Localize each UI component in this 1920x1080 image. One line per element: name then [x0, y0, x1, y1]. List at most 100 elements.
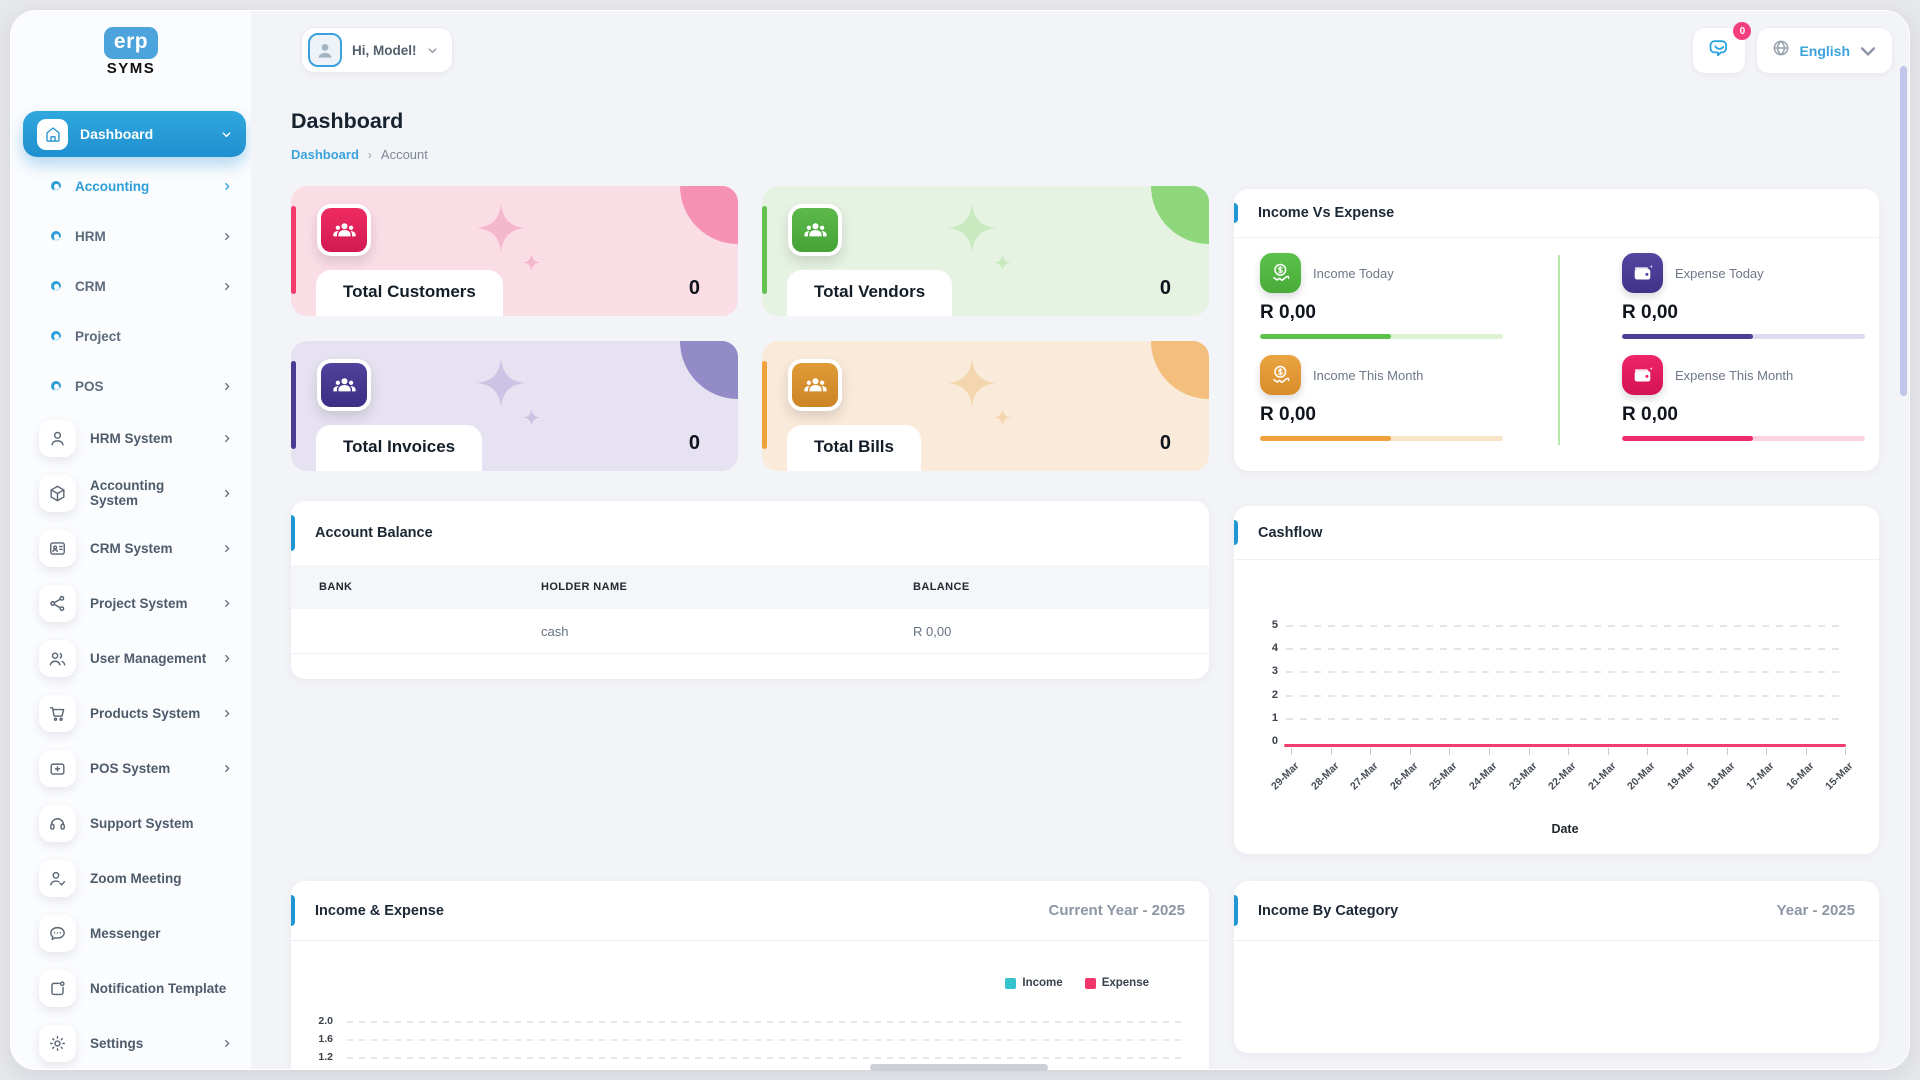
sparkle-icon: [948, 204, 996, 257]
progress-bar-fill: [1260, 436, 1392, 441]
sidebar-item-label: Project System: [90, 595, 188, 611]
stat-card-value: 0: [1159, 432, 1171, 454]
user-icon: [39, 419, 76, 457]
panel-header: Account Balance: [291, 501, 1209, 565]
chat-bubble-icon: [1707, 36, 1731, 65]
main-content: Hi, Model! 0 English Dashboard Dashboard…: [251, 11, 1909, 1069]
card-corner-decoration: [680, 341, 738, 399]
ive-item-label: Expense Today: [1675, 265, 1764, 281]
x-axis-tick-label: 17-Mar: [1744, 760, 1777, 793]
pos-icon: [39, 749, 76, 787]
gridline: [347, 1021, 1181, 1023]
axis-tick: [1687, 748, 1688, 755]
sidebar-item-products-system[interactable]: Products System: [23, 691, 246, 735]
notifications-button[interactable]: 0: [1692, 22, 1752, 74]
sidebar: erp SYMS Dashboard Accounting HRM CRM Proje…: [11, 11, 251, 1069]
sidebar-item-project-system[interactable]: Project System: [23, 581, 246, 625]
cashflow-panel: Cashflow 5 4 3 2 1 0 29-Mar 28-Mar 27-Mar 26-Mar 2…: [1234, 506, 1879, 854]
chevron-right-icon: [222, 488, 232, 499]
stat-card-value: 0: [688, 277, 700, 299]
account-balance-table: BANK HOLDER NAME BALANCE cash R 0,00: [291, 565, 1209, 654]
stat-card-value: 0: [1159, 277, 1171, 299]
sidebar-item-support-system[interactable]: Support System: [23, 801, 246, 845]
brand-logo-erp: erp: [103, 27, 159, 59]
sparkle-icon: [477, 359, 525, 412]
progress-bar-fill: [1622, 436, 1754, 441]
sidebar-item-accounting[interactable]: Accounting: [23, 169, 246, 203]
ive-item-value: R 0,00: [1622, 302, 1678, 323]
panel-period: Current Year - 2025: [1048, 902, 1185, 919]
axis-tick: [1449, 748, 1451, 755]
sidebar-item-project[interactable]: Project: [23, 319, 246, 353]
sidebar-item-zoom-meeting[interactable]: Zoom Meeting: [23, 856, 246, 900]
legend-swatch: [1005, 977, 1017, 989]
ive-item-header: Expense This Month: [1622, 355, 1865, 395]
chevron-right-icon: [222, 708, 232, 719]
language-selector[interactable]: English: [1756, 27, 1893, 74]
sidebar-item-label: CRM: [75, 278, 106, 294]
card-icon-tile: [317, 359, 371, 411]
sidebar-item-pos[interactable]: POS: [23, 369, 246, 403]
income-expense-panel: Income & Expense Current Year - 2025 Inc…: [291, 881, 1209, 1069]
axis-tick: [1409, 748, 1411, 755]
income-by-category-panel: Income By Category Year - 2025: [1234, 881, 1879, 1053]
sparkle-icon: [477, 204, 525, 257]
sidebar-item-pos-system[interactable]: POS System: [23, 746, 246, 790]
axis-tick: [1845, 748, 1847, 755]
sidebar-item-user-management[interactable]: User Management: [23, 636, 246, 680]
legend-item-expense: Expense: [1084, 977, 1149, 989]
axis-tick: [1291, 748, 1292, 755]
gridline: [1286, 694, 1846, 697]
vertical-scrollbar-thumb[interactable]: [1900, 66, 1907, 396]
sidebar-item-hrm-system[interactable]: HRM System: [23, 416, 246, 460]
progress-bar: [1622, 436, 1865, 441]
sidebar-item-crm[interactable]: CRM: [23, 269, 246, 303]
breadcrumb-separator: ›: [367, 147, 372, 162]
sidebar-item-label: Products System: [90, 705, 201, 721]
ive-item-value: R 0,00: [1260, 302, 1316, 323]
stat-card-total-bills: Total Bills 0: [762, 341, 1209, 471]
dot-icon: [51, 181, 61, 191]
sparkle-icon: [523, 254, 540, 276]
sidebar-item-crm-system[interactable]: CRM System: [23, 526, 246, 570]
notification-badge: 0: [1733, 22, 1752, 40]
sidebar-item-hrm[interactable]: HRM: [23, 219, 246, 253]
stat-cards: Total Customers 0 Total Vendors 0 Total Invo…: [291, 186, 1209, 471]
sidebar-item-dashboard[interactable]: Dashboard: [23, 111, 246, 157]
app-window: erp SYMS Dashboard Accounting HRM CRM Proje…: [10, 10, 1910, 1070]
y-axis-tick-label: 3: [1271, 665, 1278, 678]
x-axis-tick-label: 27-Mar: [1348, 760, 1381, 793]
stat-card-label: Total Bills: [787, 425, 921, 471]
users-group-icon: [321, 363, 367, 407]
breadcrumb-link-dashboard[interactable]: Dashboard: [291, 147, 359, 162]
x-axis-tick-label: 25-Mar: [1427, 760, 1460, 793]
ive-item-header: Income Today: [1260, 253, 1503, 293]
sidebar-item-messenger[interactable]: Messenger: [23, 911, 246, 955]
sidebar-item-settings[interactable]: Settings: [23, 1021, 246, 1065]
panel-header: Income & Expense Current Year - 2025: [291, 881, 1209, 941]
x-axis-tick-label: 19-Mar: [1665, 760, 1698, 793]
chart-legend: Income Expense: [1005, 977, 1149, 989]
column-header-holder-name: HOLDER NAME: [541, 581, 628, 593]
sidebar-item-notification-template[interactable]: Notification Template: [23, 966, 246, 1010]
x-axis-tick-label: 22-Mar: [1546, 760, 1579, 793]
sidebar-item-label: Project: [75, 328, 121, 344]
progress-bar: [1622, 334, 1865, 339]
horizontal-scrollbar-thumb[interactable]: [870, 1064, 1048, 1071]
user-menu-button[interactable]: Hi, Model!: [301, 27, 453, 73]
legend-label: Income: [1022, 977, 1063, 989]
sidebar-item-label: User Management: [90, 650, 207, 666]
user-greeting: Hi, Model!: [352, 42, 417, 58]
chevron-down-icon: [427, 45, 438, 56]
sidebar-item-accounting-system[interactable]: Accounting System: [23, 471, 246, 515]
sidebar-item-label: Settings: [90, 1035, 144, 1051]
chevron-down-icon: [1858, 41, 1878, 61]
sidebar-item-label: POS: [75, 378, 104, 394]
y-axis-tick-label: 2.0: [318, 1015, 333, 1027]
axis-tick: [1330, 748, 1332, 755]
card-corner-decoration: [1151, 341, 1209, 399]
ive-item-income-this-month: Income This Month R 0,00: [1260, 355, 1503, 441]
sparkle-icon: [523, 409, 540, 431]
ive-item-label: Income This Month: [1313, 367, 1424, 383]
sidebar-item-label: Messenger: [90, 925, 161, 941]
